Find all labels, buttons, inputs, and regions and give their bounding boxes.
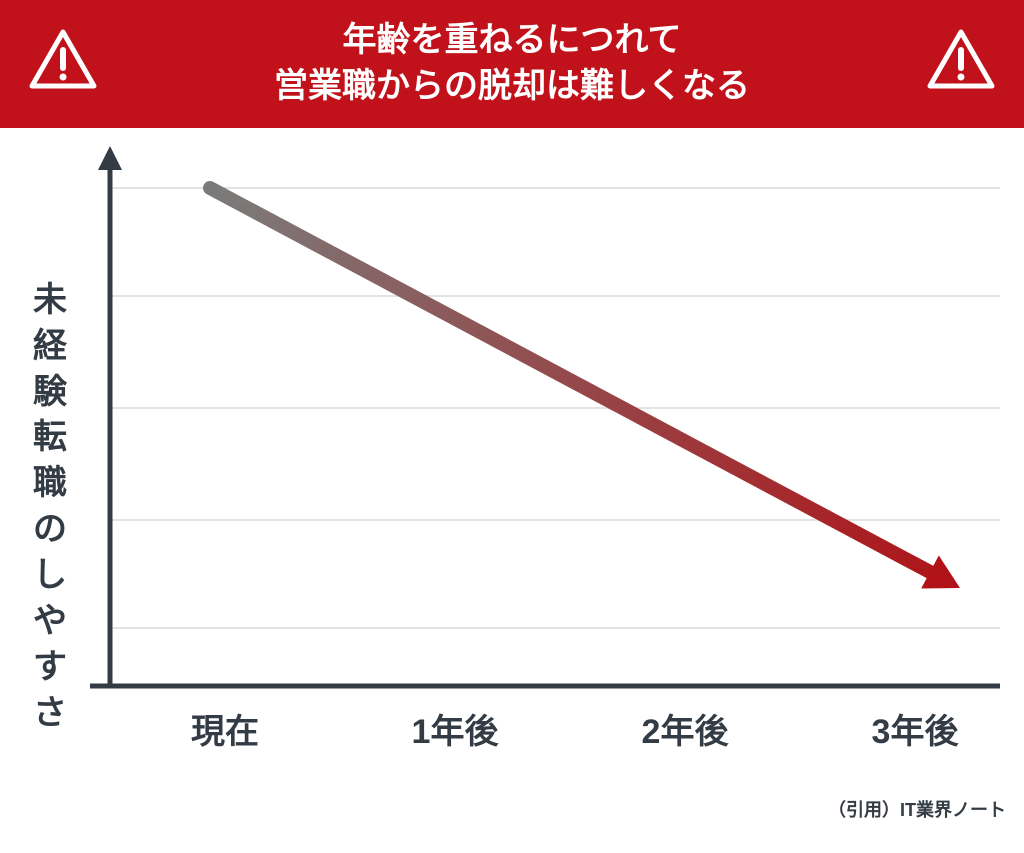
warning-icon	[28, 26, 98, 101]
header-title-line1: 年齢を重ねるにつれて	[98, 18, 926, 64]
chart-svg	[0, 128, 1024, 828]
header-title-line2: 営業職からの脱却は難しくなる	[98, 64, 926, 110]
x-axis-tick: 3年後	[872, 704, 959, 753]
header-banner: 年齢を重ねるにつれて 営業職からの脱却は難しくなる	[0, 0, 1024, 128]
x-axis-tick: 2年後	[642, 704, 729, 753]
header-title: 年齢を重ねるにつれて 営業職からの脱却は難しくなる	[98, 18, 926, 110]
x-axis-tick: 現在	[191, 704, 259, 753]
trend-line	[210, 188, 960, 589]
chart-area: 未経験転職のしやすさ 現在1年後2年後3年後 （引用）IT業界ノート	[0, 128, 1024, 828]
x-axis-tick: 1年後	[412, 704, 499, 753]
warning-icon	[926, 26, 996, 101]
citation-text: （引用）IT業界ノート	[828, 796, 1006, 822]
gridlines	[110, 188, 1000, 628]
axes	[90, 146, 1000, 686]
